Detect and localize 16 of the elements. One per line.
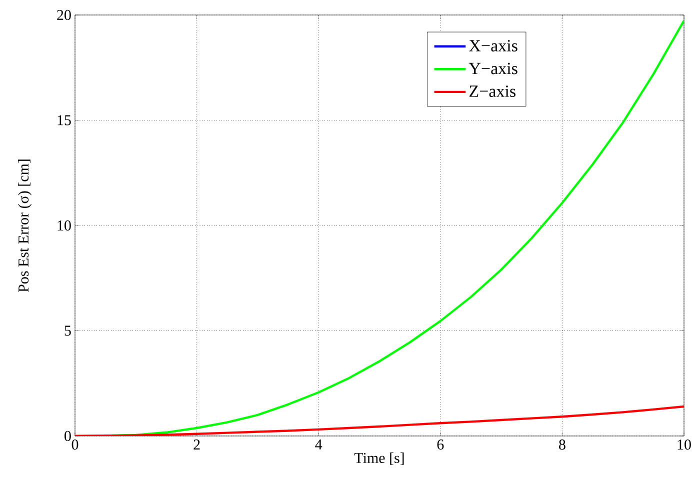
y-tick-label: 15 <box>58 115 71 126</box>
x-tick-label: 4 <box>315 440 322 450</box>
x-axis-title: Time [s] <box>354 452 404 465</box>
x-tick-label: 0 <box>72 440 78 450</box>
y-axis-title: Pos Est Error (σ) [cm] <box>18 160 32 292</box>
x-tick-label: 8 <box>559 440 566 450</box>
x-tick-label: 6 <box>437 440 444 450</box>
legend-label: Y−axis <box>468 62 518 74</box>
y-tick-label: 20 <box>57 10 71 20</box>
legend-label: X−axis <box>469 40 518 52</box>
y-tick-label: 10 <box>58 220 71 231</box>
x-tick-label: 2 <box>194 440 200 450</box>
legend-label: Z−axis <box>470 86 516 97</box>
y-tick-label: 5 <box>64 326 71 336</box>
x-tick-label: 10 <box>678 440 691 450</box>
y-tick-label: 0 <box>64 430 71 442</box>
